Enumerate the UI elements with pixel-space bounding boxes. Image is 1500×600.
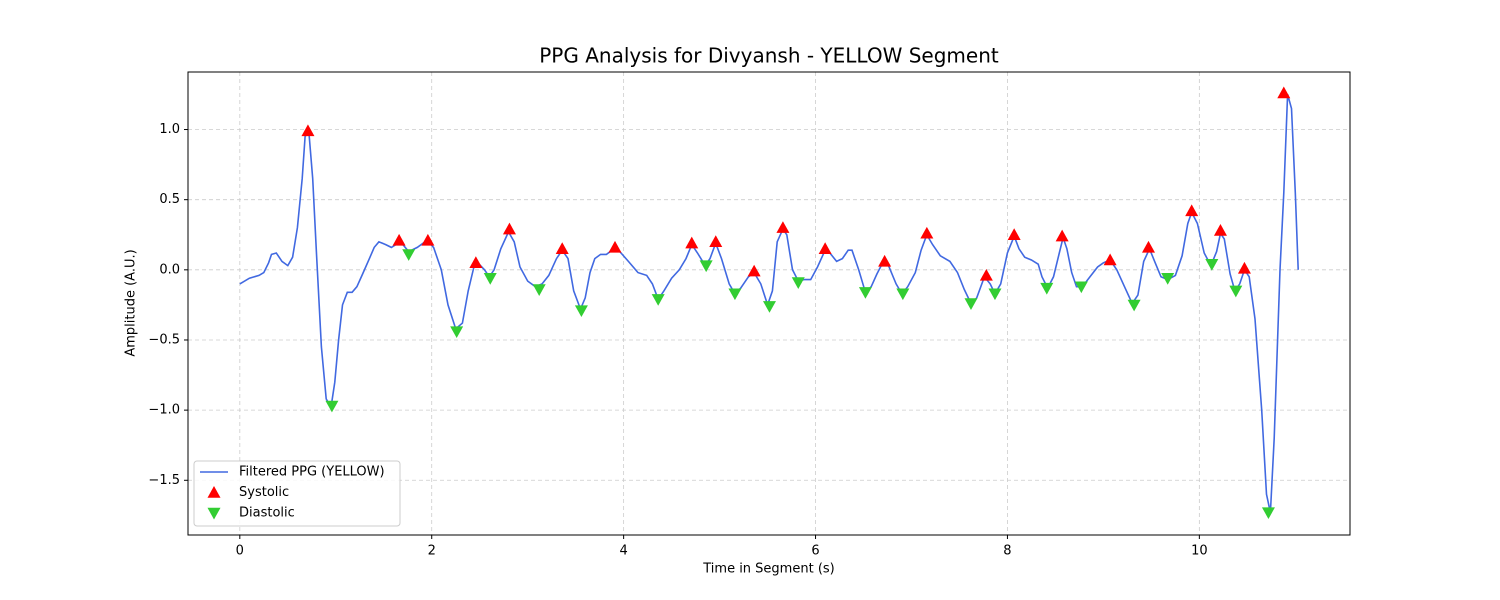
legend-box — [193, 460, 401, 527]
diastolic-marker — [402, 249, 416, 261]
y-tick-label: −1.5 — [148, 473, 180, 488]
y-tick-label: −1.0 — [148, 403, 180, 418]
systolic-marker — [1103, 253, 1117, 266]
diastolic-marker — [1127, 299, 1141, 312]
legend: Filtered PPG (YELLOW) Systolic Diastolic — [193, 460, 401, 527]
legend-marker — [207, 507, 221, 520]
chart-title: PPG Analysis for Divyansh - YELLOW Segme… — [539, 44, 999, 68]
diastolic-marker — [1205, 259, 1219, 271]
diastolic-marker — [651, 294, 665, 306]
systolic-marker — [421, 233, 435, 246]
diastolic-marker — [988, 288, 1002, 301]
y-tick-label: 0.5 — [159, 192, 180, 207]
diastolic-marker — [1040, 282, 1054, 295]
diastolic-marker — [1074, 281, 1088, 294]
systolic-marker — [1007, 228, 1021, 240]
x-tick-label: 2 — [428, 544, 436, 559]
diastolic-marker — [896, 288, 910, 301]
x-tick-label: 4 — [619, 544, 627, 559]
systolic-marker — [469, 256, 483, 269]
diastolic-marker — [325, 400, 339, 413]
systolic-marker — [301, 124, 315, 137]
systolic-marker — [979, 268, 993, 281]
plot-frame — [187, 71, 1351, 536]
y-axis-label: Amplitude (A.U.) — [124, 249, 139, 356]
diastolic-marker — [450, 326, 464, 339]
diastolic-marker — [574, 305, 588, 318]
diastolic-marker — [532, 284, 546, 296]
x-axis-label: Time in Segment (s) — [702, 562, 834, 577]
systolic-marker — [1055, 229, 1069, 242]
legend-marker — [207, 486, 221, 498]
systolic-marker — [747, 264, 761, 277]
diastolic-marker — [1261, 507, 1275, 520]
systolic-marker — [709, 235, 723, 247]
systolic-marker — [1213, 224, 1227, 236]
systolic-marker — [1237, 261, 1251, 274]
x-tick-label: 8 — [1003, 544, 1011, 559]
ppg-line — [239, 94, 1299, 513]
systolic-marker — [1141, 240, 1155, 253]
diastolic-marker — [483, 273, 497, 285]
systolic-marker — [502, 222, 516, 235]
diastolic-marker — [858, 287, 872, 299]
x-tick-label: 0 — [236, 544, 244, 559]
legend-label: Filtered PPG (YELLOW) — [239, 465, 385, 480]
systolic-marker — [392, 233, 406, 246]
systolic-marker — [920, 226, 934, 239]
systolic-marker — [608, 240, 622, 253]
systolic-marker — [1277, 86, 1291, 99]
diastolic-marker — [762, 301, 776, 313]
y-tick-label: 0.0 — [159, 262, 180, 277]
diastolic-marker — [699, 260, 713, 273]
systolic-marker — [555, 242, 569, 254]
systolic-marker — [685, 236, 699, 249]
systolic-marker — [1185, 204, 1199, 217]
diastolic-marker — [964, 298, 978, 310]
systolic-marker — [776, 221, 790, 233]
diastolic-marker — [1229, 285, 1243, 298]
diastolic-marker — [791, 277, 805, 289]
systolic-marker — [878, 254, 892, 267]
diastolic-marker — [728, 288, 742, 301]
legend-label: Systolic — [239, 485, 289, 500]
x-tick-label: 6 — [811, 544, 819, 559]
y-tick-label: −0.5 — [148, 332, 180, 347]
y-tick-label: 1.0 — [159, 122, 180, 137]
diastolic-marker — [1161, 273, 1175, 285]
systolic-marker — [818, 242, 832, 254]
legend-label: Diastolic — [239, 506, 295, 521]
x-tick-label: 10 — [1191, 544, 1208, 559]
